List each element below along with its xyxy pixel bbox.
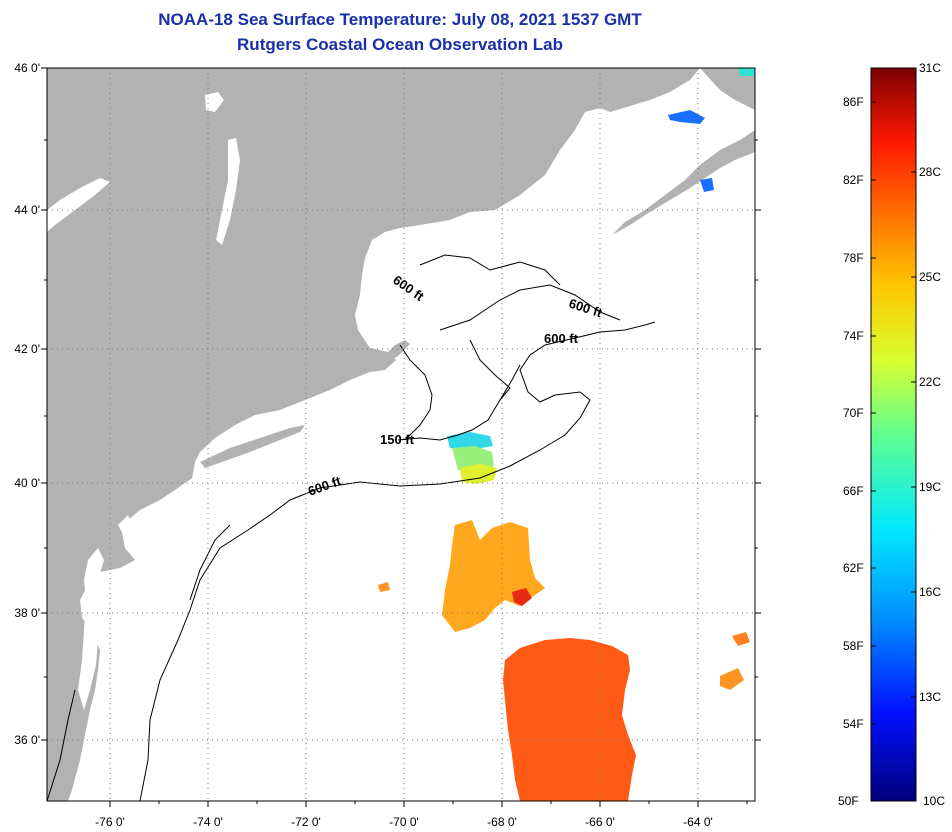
- cb-label-70f: 70F: [843, 406, 864, 420]
- cb-label-82f: 82F: [843, 173, 864, 187]
- depth-label-150ft: 150 ft: [380, 432, 415, 447]
- lat-label-42: 42 0': [14, 342, 40, 356]
- land-long-island: [200, 425, 305, 468]
- cb-label-19c: 19C: [919, 480, 942, 494]
- cb-label-13c: 13C: [919, 690, 942, 704]
- lake-moosehead: [205, 92, 224, 112]
- lake-champlain: [216, 138, 240, 245]
- cb-label-58f: 58F: [843, 639, 864, 653]
- sst-patch-bay-fundy: [668, 110, 705, 124]
- sst-patch-cyan: [447, 432, 493, 450]
- lake-ontario: [47, 178, 110, 232]
- cb-label-25c: 25C: [919, 270, 942, 284]
- lat-label-36: 36 0': [14, 733, 40, 747]
- sst-patch-small-1: [378, 582, 390, 592]
- lat-label-40: 40 0': [14, 476, 40, 490]
- bathymetry-contours: [47, 254, 656, 801]
- lon-label-64: -64 0': [683, 815, 713, 829]
- delaware-bay: [118, 515, 134, 540]
- lat-label-44: 44 0': [14, 203, 40, 217]
- sst-patch-top-cyan: [738, 68, 755, 76]
- colorbar-ticks: [871, 101, 916, 725]
- sst-patch-small-3: [732, 632, 750, 646]
- lat-label-46: 46 0': [14, 61, 40, 75]
- colorbar: [870, 67, 917, 802]
- depth-label-600ft-3: 600 ft: [544, 331, 579, 346]
- cb-label-28c: 28C: [919, 165, 942, 179]
- cb-label-62f: 62F: [843, 561, 864, 575]
- cb-label-78f: 78F: [843, 251, 864, 265]
- land-new-brunswick: [600, 68, 700, 112]
- cb-label-54f: 54F: [843, 717, 864, 731]
- cb-label-86f: 86F: [843, 95, 864, 109]
- cb-label-74f: 74F: [843, 329, 864, 343]
- sst-patch-ns-blue: [700, 178, 714, 192]
- map-subtitle: Rutgers Coastal Ocean Observation Lab: [237, 35, 563, 54]
- cb-label-10c: 10C: [923, 794, 946, 808]
- cb-label-31c: 31C: [919, 61, 942, 75]
- sst-patch-small-2: [720, 668, 744, 690]
- lon-label-72: -72 0': [291, 815, 321, 829]
- sst-patch-red-spot: [512, 588, 532, 606]
- cb-label-16c: 16C: [919, 585, 942, 599]
- lat-lon-grid: [47, 68, 755, 801]
- land-cape-cod: [388, 340, 410, 360]
- lon-label-70: -70 0': [389, 815, 419, 829]
- chesapeake-bay: [78, 548, 104, 710]
- lat-label-38: 38 0': [14, 606, 40, 620]
- axis-ticks: [41, 67, 761, 807]
- cb-label-50f: 50F: [838, 794, 859, 808]
- cb-label-22c: 22C: [919, 375, 942, 389]
- lon-label-74: -74 0': [193, 815, 223, 829]
- map-title: NOAA-18 Sea Surface Temperature: July 08…: [158, 10, 642, 29]
- sst-patch-warm: [503, 638, 636, 801]
- land-nova-scotia: [612, 68, 755, 235]
- lon-label-76: -76 0': [95, 815, 125, 829]
- lon-label-66: -66 0': [585, 815, 615, 829]
- cb-label-66f: 66F: [843, 484, 864, 498]
- lon-label-68: -68 0': [487, 815, 517, 829]
- plot-frame: [46, 67, 756, 802]
- land-mainland: [47, 68, 650, 801]
- sst-patch-yellowgreen: [460, 464, 497, 484]
